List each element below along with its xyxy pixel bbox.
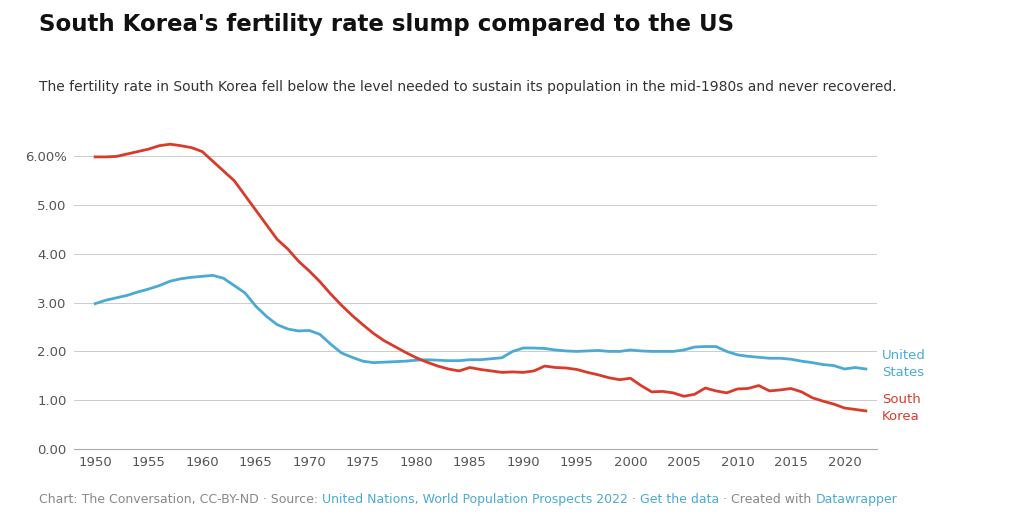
Text: South
Korea: South Korea xyxy=(882,393,921,424)
Text: · Created with: · Created with xyxy=(719,493,815,506)
Text: South Korea's fertility rate slump compared to the US: South Korea's fertility rate slump compa… xyxy=(39,13,734,36)
Text: ·: · xyxy=(628,493,640,506)
Text: United Nations, World Population Prospects 2022: United Nations, World Population Prospec… xyxy=(322,493,628,506)
Text: Datawrapper: Datawrapper xyxy=(815,493,897,506)
Text: Get the data: Get the data xyxy=(640,493,719,506)
Text: The fertility rate in South Korea fell below the level needed to sustain its pop: The fertility rate in South Korea fell b… xyxy=(39,80,897,94)
Text: United
States: United States xyxy=(882,349,926,379)
Text: Chart: The Conversation, CC-BY-ND · Source:: Chart: The Conversation, CC-BY-ND · Sour… xyxy=(39,493,322,506)
